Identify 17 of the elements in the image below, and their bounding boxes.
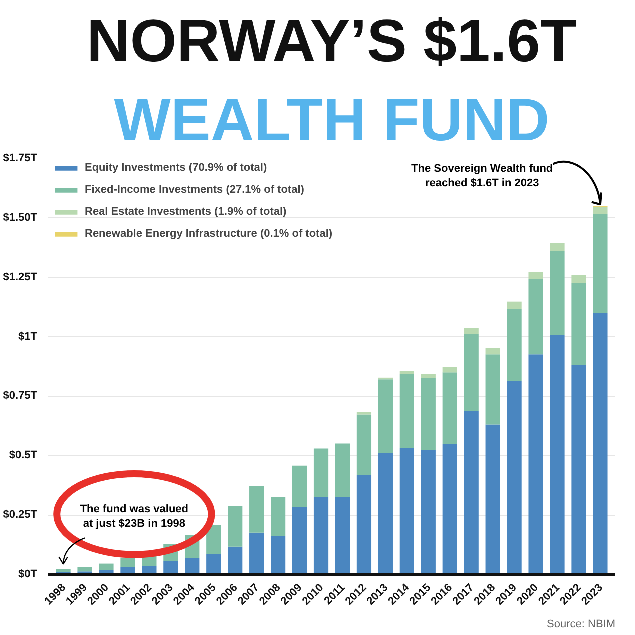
- legend-label: Real Estate Investments (1.9% of total): [85, 206, 287, 218]
- y-tick-label: $1T: [18, 330, 38, 343]
- annotation: The Sovereign Wealth fund reached $1.6T in 2023: [412, 162, 554, 190]
- y-tick-label: $1.75T: [3, 152, 38, 164]
- y-tick-label: $1.50T: [3, 212, 38, 224]
- y-tick-label: $0.25T: [3, 509, 38, 522]
- y-tick-label: $1.25T: [3, 271, 38, 284]
- y-tick-label: $0T: [18, 568, 38, 580]
- legend-label: Fixed-Income Investments (27.1% of total): [85, 184, 304, 196]
- legend-label: Renewable Energy Infrastructure (0.1% of total): [85, 228, 333, 240]
- chart-subtitle: WEALTH FUND: [114, 86, 550, 154]
- chart-title: NORWAY’S $1.6T: [86, 8, 578, 74]
- annotation: The fund was valued at just $23B in 1998: [80, 504, 189, 530]
- legend-label: Equity Investments (70.9% of total): [85, 162, 268, 174]
- y-tick-label: $0.5T: [9, 450, 38, 462]
- y-tick-label: $0.75T: [3, 390, 38, 402]
- source-note: Source: NBIM: [547, 618, 616, 630]
